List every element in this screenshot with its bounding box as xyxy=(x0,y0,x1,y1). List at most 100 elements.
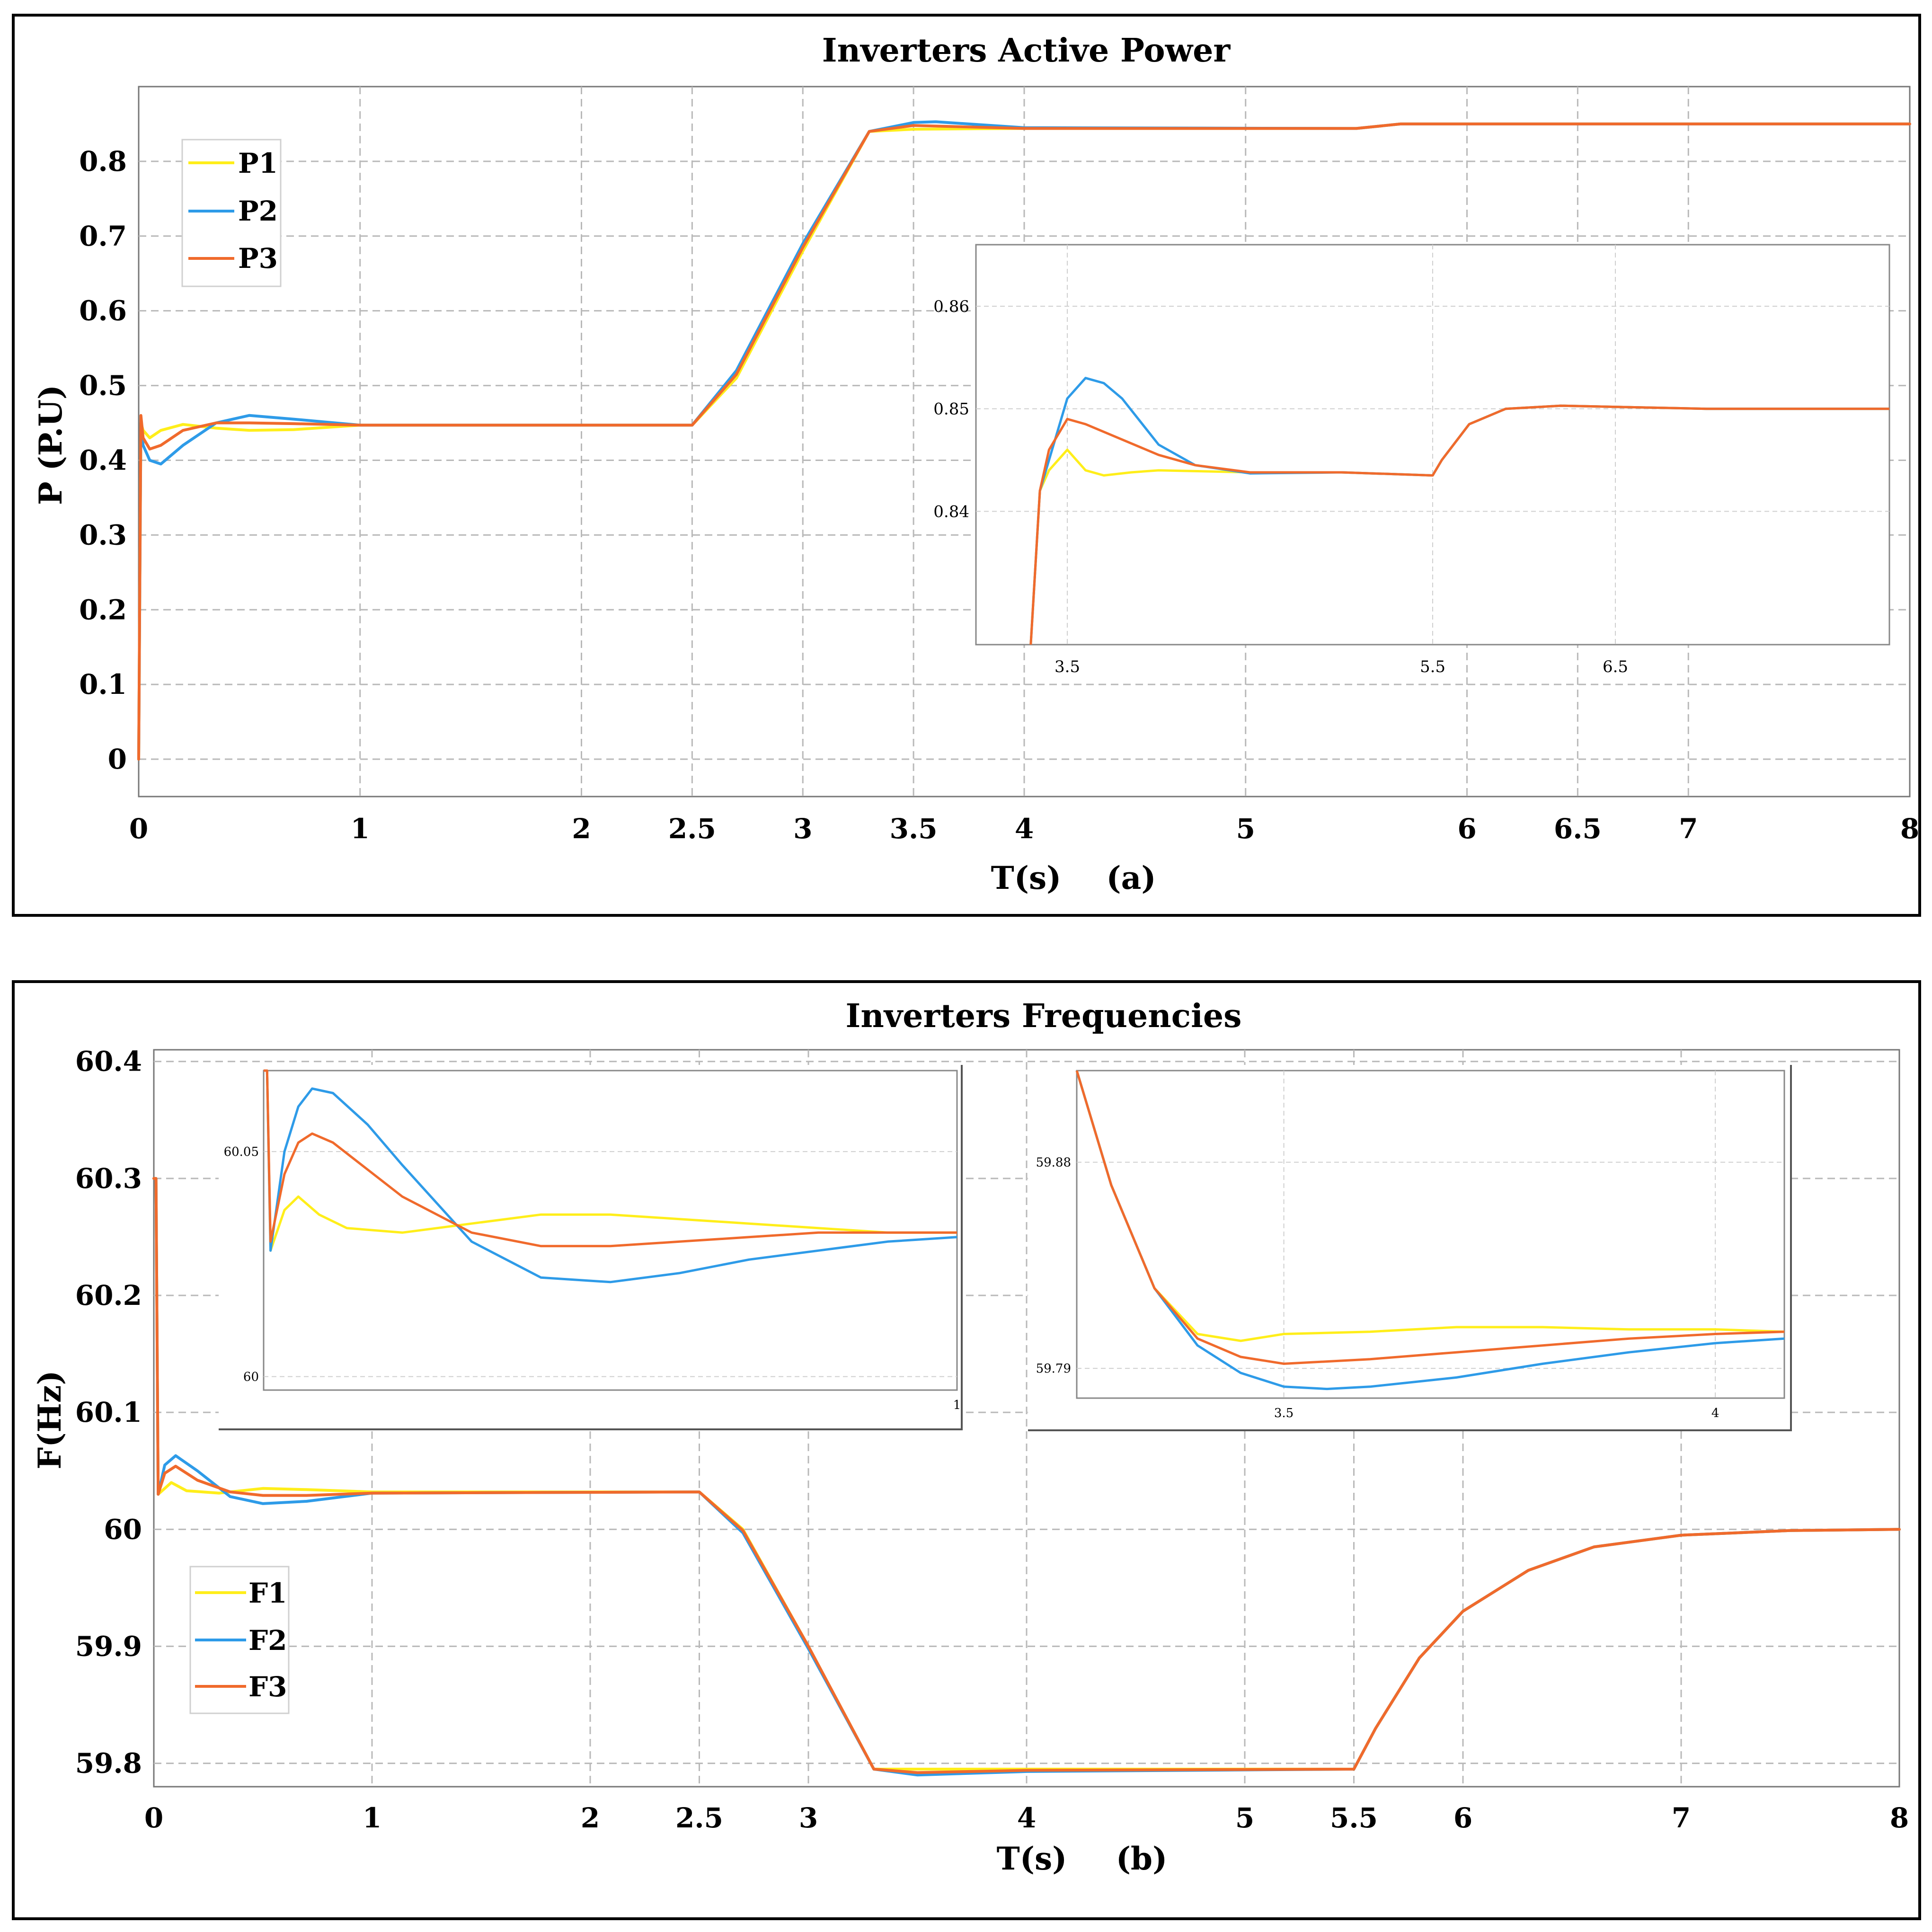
y-tick-label: 0.2 xyxy=(79,594,127,626)
series-line-f3 xyxy=(152,1177,1901,1774)
panel-b-frame xyxy=(12,980,1921,1920)
y-tick-label: 60.2 xyxy=(75,1279,142,1312)
x-tick-label: 1 xyxy=(953,1398,961,1412)
y-tick-label: 60.3 xyxy=(75,1162,142,1195)
x-tick-label: 3.5 xyxy=(1055,657,1080,676)
x-tick-label: 3 xyxy=(799,1802,818,1834)
y-tick-label: 60 xyxy=(104,1513,142,1545)
x-tick-label: 5 xyxy=(1235,1802,1254,1834)
chart-b-inset-right-series xyxy=(1075,1070,1785,1391)
chart-b-legend-f1: F1 xyxy=(248,1577,287,1609)
chart-b-inset-left-ticks: 1 60 60.05 xyxy=(224,1145,961,1412)
x-tick-label: 2 xyxy=(572,813,591,845)
chart-a-y-ticks: 0 0.1 0.2 0.3 0.4 0.5 0.6 0.7 0.8 xyxy=(79,145,127,775)
x-tick-label: 4 xyxy=(1711,1406,1719,1420)
chart-a-title: Inverters Active Power xyxy=(822,32,1231,70)
chart-b-inset-left: 1 60 60.05 xyxy=(219,1065,963,1430)
y-tick-label: 0 xyxy=(108,743,127,775)
y-tick-label: 60.4 xyxy=(75,1046,142,1078)
y-tick-label: 0.6 xyxy=(79,295,127,327)
chart-a-legend-p1: P1 xyxy=(238,147,278,179)
y-tick-label: 0.1 xyxy=(79,668,127,700)
x-tick-label: 5.5 xyxy=(1330,1802,1378,1834)
chart-b-legend-f2: F2 xyxy=(248,1624,287,1657)
chart-a-legend: P1 P2 P3 xyxy=(181,139,282,287)
chart-b-inset-right-shadow xyxy=(1028,1065,1792,1431)
x-tick-label: 2.5 xyxy=(668,813,716,845)
x-tick-label: 1 xyxy=(363,1802,381,1834)
y-tick-label: 0.86 xyxy=(933,297,969,316)
y-tick-label: 0.84 xyxy=(933,502,969,521)
y-tick-label: 60.05 xyxy=(224,1145,259,1159)
x-tick-label: 2 xyxy=(581,1802,600,1834)
chart-a-inset-ticks: 3.5 5.5 6.5 0.84 0.85 0.86 xyxy=(933,297,1628,676)
chart-a-legend-p2: P2 xyxy=(238,195,278,227)
y-tick-label: 0.4 xyxy=(79,444,127,476)
x-tick-label: 5 xyxy=(1236,813,1255,845)
x-tick-label: 1 xyxy=(351,813,370,845)
chart-b-inset-left-series xyxy=(264,1069,957,1284)
chart-b-series xyxy=(152,1177,1901,1777)
chart-b-y-label: F(Hz) xyxy=(31,1370,68,1469)
x-tick-label: 6 xyxy=(1453,1802,1472,1834)
y-tick-label: 59.9 xyxy=(75,1630,142,1662)
y-tick-label: 0.5 xyxy=(79,370,127,402)
panel-a: Inverters Active Power 0 1 2 2.5 3 3.5 4 5 6 6.5 7… xyxy=(12,14,1921,917)
chart-b-title: Inverters Frequencies xyxy=(846,997,1242,1035)
chart-a-inset-grid xyxy=(976,245,1889,645)
chart-b-x-ticks: 0 1 2 2.5 3 4 5 5.5 6 7 8 xyxy=(144,1802,1909,1834)
x-tick-label: 6.5 xyxy=(1554,813,1602,845)
chart-a-series xyxy=(137,120,1911,761)
x-tick-label: 6.5 xyxy=(1603,657,1628,676)
x-tick-label: 3.5 xyxy=(890,813,938,845)
x-tick-label: 3.5 xyxy=(1274,1406,1294,1420)
series-line-p3 xyxy=(1029,404,1889,645)
y-tick-label: 59.8 xyxy=(75,1747,142,1780)
chart-b-inset-right-ticks: 3.5 4 59.79 59.88 xyxy=(1036,1156,1719,1420)
chart-b-inset-right-grid xyxy=(1077,1071,1784,1398)
y-tick-label: 0.7 xyxy=(79,220,127,252)
y-tick-label: 0.3 xyxy=(79,519,127,551)
series-line-p3 xyxy=(137,122,1911,761)
x-tick-label: 8 xyxy=(1890,1802,1909,1834)
chart-b-panel-label: (b) xyxy=(1116,1840,1168,1877)
chart-b-legend: F1 F2 F3 xyxy=(189,1566,290,1714)
panel-b: Inverters Frequencies 0 1 2 2.5 3 4 5 5.5 6 7 8 59… xyxy=(12,980,1921,1920)
chart-b-y-ticks: 59.8 59.9 60 60.1 60.2 60.3 60.4 xyxy=(75,1046,142,1780)
y-tick-label: 59.79 xyxy=(1036,1362,1071,1376)
x-tick-label: 8 xyxy=(1900,813,1919,845)
chart-a-grid xyxy=(139,87,1910,797)
series-line-f3 xyxy=(1075,1070,1785,1365)
x-tick-label: 2.5 xyxy=(675,1802,723,1834)
x-tick-label: 3 xyxy=(793,813,812,845)
chart-a-panel-label: (a) xyxy=(1106,860,1156,896)
chart-b-legend-f3: F3 xyxy=(248,1671,287,1703)
y-tick-label: 0.85 xyxy=(933,400,969,419)
x-tick-label: 0 xyxy=(129,813,148,845)
chart-b-inset-right: 3.5 4 59.79 59.88 xyxy=(1028,1065,1792,1431)
x-tick-label: 7 xyxy=(1679,813,1698,845)
chart-a-legend-p3: P3 xyxy=(238,242,278,275)
x-tick-label: 0 xyxy=(144,1802,163,1834)
chart-a-inset: 3.5 5.5 6.5 0.84 0.85 0.86 xyxy=(933,244,1890,676)
chart-a-x-label: T(s) xyxy=(991,860,1062,896)
chart-a-inset-series xyxy=(1029,377,1889,645)
series-line-f3 xyxy=(264,1069,957,1248)
y-tick-label: 60 xyxy=(243,1370,259,1384)
series-line-f1 xyxy=(264,1069,957,1252)
series-line-f2 xyxy=(264,1069,957,1284)
x-tick-label: 4 xyxy=(1015,813,1034,845)
chart-b-inset-right-area xyxy=(1076,1070,1785,1399)
x-tick-label: 6 xyxy=(1457,813,1476,845)
chart-b-inset-left-grid xyxy=(264,1151,957,1377)
y-tick-label: 60.1 xyxy=(75,1396,142,1428)
x-tick-label: 7 xyxy=(1672,1802,1691,1834)
chart-a-x-ticks: 0 1 2 2.5 3 3.5 4 5 6 6.5 7 8 xyxy=(129,813,1919,845)
y-tick-label: 59.88 xyxy=(1036,1156,1071,1170)
panel-a-frame xyxy=(12,14,1921,917)
x-tick-label: 5.5 xyxy=(1420,657,1445,676)
chart-b-x-label: T(s) xyxy=(997,1840,1067,1877)
x-tick-label: 4 xyxy=(1017,1802,1036,1834)
y-tick-label: 0.8 xyxy=(79,145,127,177)
